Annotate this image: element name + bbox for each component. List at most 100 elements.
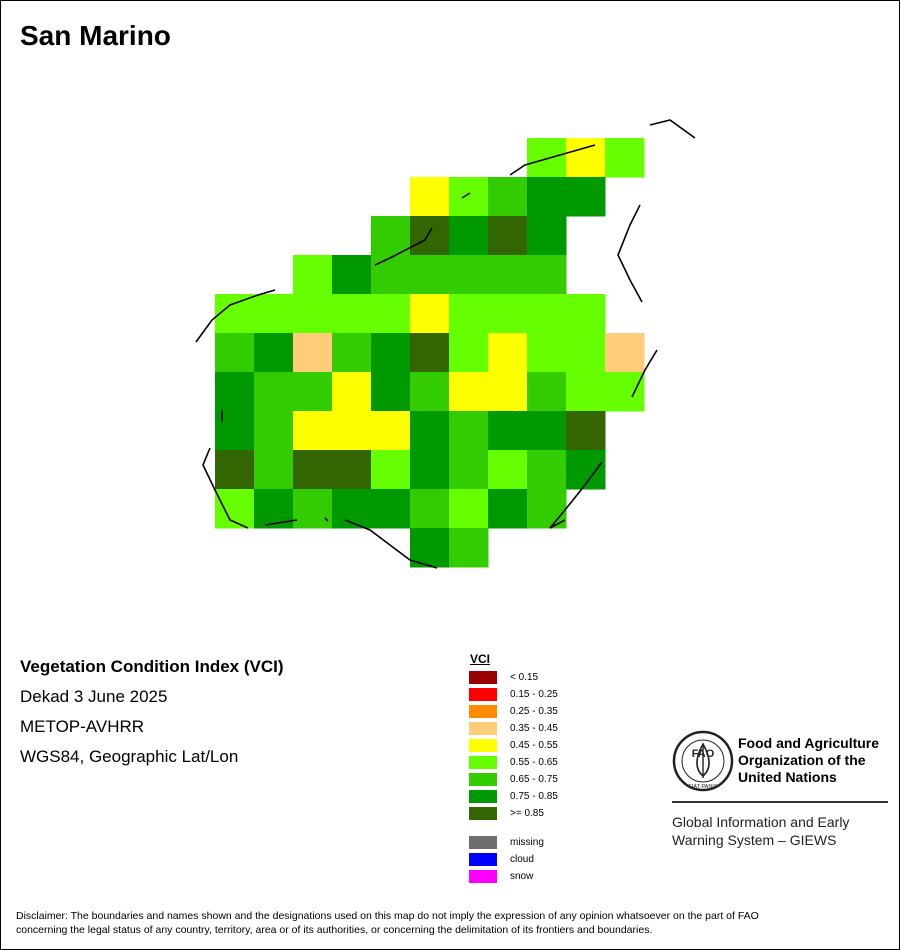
legend-swatch — [469, 773, 497, 786]
vci-map — [195, 119, 696, 569]
vci-cell — [527, 333, 567, 373]
legend-label: 0.35 - 0.45 — [510, 723, 558, 734]
vci-cell — [488, 177, 528, 217]
org-name-line1: Food and Agriculture — [738, 735, 880, 751]
vci-cell — [410, 216, 450, 256]
boundary-segment — [617, 204, 643, 303]
fao-logo-motto: FIAT PANIS — [688, 784, 717, 790]
fao-logo-icon: FAO FIAT PANIS — [672, 730, 734, 792]
vci-cell — [449, 528, 489, 568]
legend-swatch — [469, 705, 497, 718]
vci-cell — [488, 411, 528, 451]
vci-cell — [215, 450, 255, 490]
boundary-segment — [264, 519, 298, 526]
boundary-segment — [374, 227, 433, 266]
vci-cell — [527, 294, 567, 334]
vci-cell — [449, 216, 489, 256]
sensor-label: METOP-AVHRR — [20, 717, 145, 736]
disclaimer: Disclaimer: The boundaries and names sho… — [16, 909, 886, 937]
legend-swatch — [469, 722, 497, 735]
vci-cell — [566, 294, 606, 334]
vci-cell — [293, 372, 333, 412]
vci-cell — [527, 255, 567, 295]
fao-logo-text: FAO — [692, 748, 715, 760]
vci-cell — [449, 489, 489, 529]
vci-cell — [488, 489, 528, 529]
vci-cell — [254, 333, 294, 373]
vci-cell — [293, 489, 333, 529]
vci-cell — [371, 372, 411, 412]
vci-cell — [293, 411, 333, 451]
legend-title: VCI — [470, 652, 491, 666]
boundary-segment — [549, 461, 603, 529]
vci-cell — [215, 294, 255, 334]
vci-cell — [566, 372, 606, 412]
legend-swatch — [469, 853, 497, 866]
vci-cell — [293, 294, 333, 334]
boundary-segment — [461, 192, 471, 199]
vci-cell — [215, 333, 255, 373]
vci-cell — [527, 372, 567, 412]
vci-cell — [488, 255, 528, 295]
vci-cell — [605, 333, 645, 373]
vci-cell — [449, 294, 489, 334]
vci-cell — [488, 216, 528, 256]
projection-label: WGS84, Geographic Lat/Lon — [20, 747, 239, 766]
legend-swatch — [469, 739, 497, 752]
vci-cell — [410, 255, 450, 295]
boundary-segment — [631, 349, 658, 398]
vci-cell — [332, 255, 372, 295]
vci-cell — [254, 450, 294, 490]
vci-cell — [293, 333, 333, 373]
vci-cell — [410, 528, 450, 568]
vci-cell — [527, 177, 567, 217]
vci-cell — [605, 372, 645, 412]
disclaimer-line2: concerning the legal status of any count… — [16, 924, 653, 936]
system-name-line2: Warning System – GIEWS — [672, 832, 837, 848]
legend-swatch — [469, 756, 497, 769]
legend-label: missing — [510, 837, 544, 848]
vci-cell — [566, 177, 606, 217]
org-name-line2: Organization of the — [738, 752, 866, 768]
vci-cell — [410, 177, 450, 217]
vci-cell — [293, 450, 333, 490]
legend-label: >= 0.85 — [510, 808, 544, 819]
vci-cell — [332, 411, 372, 451]
vci-cell — [566, 138, 606, 178]
vci-grid — [215, 138, 645, 568]
country-boundary — [195, 119, 696, 569]
vci-cell — [332, 294, 372, 334]
vci-cell — [449, 177, 489, 217]
vci-cell — [527, 450, 567, 490]
legend-label: snow — [510, 871, 534, 882]
boundary-segment — [649, 119, 696, 139]
vci-cell — [410, 411, 450, 451]
vci-cell — [410, 333, 450, 373]
vci-cell — [527, 411, 567, 451]
map-title: San Marino — [20, 20, 171, 51]
legend-label: 0.65 - 0.75 — [510, 774, 558, 785]
vci-cell — [488, 333, 528, 373]
legend-swatch — [469, 688, 497, 701]
vci-cell — [371, 216, 411, 256]
legend-label: 0.15 - 0.25 — [510, 689, 558, 700]
vci-cell — [449, 333, 489, 373]
vci-cell — [293, 255, 333, 295]
legend-label: 0.75 - 0.85 — [510, 791, 558, 802]
vci-cell — [410, 450, 450, 490]
vci-cell — [488, 450, 528, 490]
vci-cell — [527, 216, 567, 256]
boundary-segment — [202, 447, 249, 529]
vci-cell — [449, 411, 489, 451]
vci-cell — [215, 372, 255, 412]
legend-label: 0.45 - 0.55 — [510, 740, 558, 751]
divider — [672, 801, 888, 803]
vci-cell — [371, 489, 411, 529]
vci-cell — [371, 411, 411, 451]
vci-cell — [371, 255, 411, 295]
vci-cell — [488, 294, 528, 334]
system-name-line1: Global Information and Early — [672, 814, 850, 830]
vci-cell — [527, 138, 567, 178]
disclaimer-line1: Disclaimer: The boundaries and names sho… — [16, 910, 759, 922]
vci-cell — [566, 411, 606, 451]
